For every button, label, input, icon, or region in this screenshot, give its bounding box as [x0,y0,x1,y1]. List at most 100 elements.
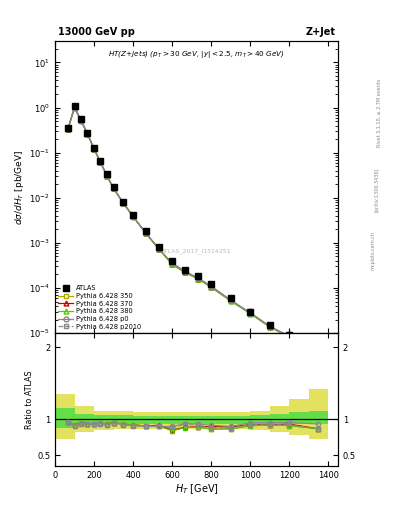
Pythia 6.428 p2010 [170,260,174,266]
Pythia 6.428 p0 [209,283,213,289]
Pythia 6.428 p0 [267,323,272,329]
Pythia 6.428 p0 [79,118,83,124]
Pythia 6.428 380 [111,185,116,191]
Pythia 6.428 350 [79,117,83,123]
Pythia 6.428 380 [79,117,83,123]
Line: Pythia 6.428 350: Pythia 6.428 350 [66,105,321,375]
Pythia 6.428 380 [170,261,174,267]
Pythia 6.428 p2010 [85,131,90,137]
Pythia 6.428 380 [316,370,321,376]
Text: HT(Z+jets) ($p_T > 30$ GeV, $|y| < 2.5$, $m_T > 40$ GeV): HT(Z+jets) ($p_T > 30$ GeV, $|y| < 2.5$,… [108,48,285,60]
Pythia 6.428 370 [72,104,77,111]
Pythia 6.428 p2010 [143,230,148,237]
Pythia 6.428 350 [72,104,77,111]
Pythia 6.428 380 [196,276,200,282]
Pythia 6.428 p2010 [157,246,162,252]
Y-axis label: $d\sigma/dH_T$ [pb/GeV]: $d\sigma/dH_T$ [pb/GeV] [13,150,26,225]
Pythia 6.428 380 [183,269,187,275]
Pythia 6.428 380 [131,214,136,220]
Pythia 6.428 p2010 [66,126,70,132]
Line: Pythia 6.428 370: Pythia 6.428 370 [66,105,321,375]
Pythia 6.428 p0 [228,297,233,303]
Pythia 6.428 370 [228,297,233,303]
Pythia 6.428 370 [66,126,70,132]
Pythia 6.428 380 [98,159,103,165]
Pythia 6.428 p0 [98,159,103,165]
Pythia 6.428 p0 [105,173,109,179]
Pythia 6.428 370 [111,185,116,191]
Pythia 6.428 380 [105,173,109,179]
Pythia 6.428 p0 [157,246,162,252]
Pythia 6.428 350 [157,246,162,252]
Pythia 6.428 350 [209,284,213,290]
Pythia 6.428 370 [157,246,162,252]
Line: Pythia 6.428 380: Pythia 6.428 380 [66,105,321,375]
Pythia 6.428 380 [157,246,162,252]
Pythia 6.428 370 [209,284,213,290]
Pythia 6.428 p0 [143,230,148,237]
Pythia 6.428 380 [85,131,90,137]
Pythia 6.428 380 [248,310,253,316]
Pythia 6.428 p2010 [131,214,136,220]
Pythia 6.428 380 [267,324,272,330]
Pythia 6.428 p0 [170,260,174,266]
Pythia 6.428 350 [105,173,109,179]
Pythia 6.428 350 [287,334,292,340]
Pythia 6.428 370 [143,230,148,237]
Pythia 6.428 380 [72,104,77,111]
Pythia 6.428 p2010 [92,146,96,152]
Pythia 6.428 370 [131,214,136,220]
Pythia 6.428 350 [267,324,272,330]
Text: Rivet 3.1.10, ≥ 2.7M events: Rivet 3.1.10, ≥ 2.7M events [377,78,382,147]
Text: 13000 GeV pp: 13000 GeV pp [58,27,135,36]
Pythia 6.428 p0 [85,131,90,137]
Pythia 6.428 370 [183,269,187,275]
Legend: ATLAS, Pythia 6.428 350, Pythia 6.428 370, Pythia 6.428 380, Pythia 6.428 p0, Py: ATLAS, Pythia 6.428 350, Pythia 6.428 37… [58,286,141,330]
Pythia 6.428 p2010 [267,324,272,330]
Y-axis label: Ratio to ATLAS: Ratio to ATLAS [25,370,34,429]
Pythia 6.428 p2010 [209,284,213,290]
Pythia 6.428 p2010 [228,297,233,304]
Pythia 6.428 p2010 [183,268,187,274]
Pythia 6.428 p2010 [72,104,77,111]
Pythia 6.428 370 [316,370,321,376]
Pythia 6.428 350 [121,200,126,206]
Pythia 6.428 350 [316,370,321,376]
Pythia 6.428 370 [248,310,253,316]
Pythia 6.428 p0 [121,200,126,206]
Pythia 6.428 350 [143,230,148,237]
Pythia 6.428 370 [121,200,126,206]
Pythia 6.428 350 [131,214,136,220]
Pythia 6.428 380 [287,334,292,340]
Pythia 6.428 380 [228,298,233,304]
Pythia 6.428 p2010 [79,118,83,124]
Text: Z+Jet: Z+Jet [305,27,335,36]
Line: Pythia 6.428 p2010: Pythia 6.428 p2010 [66,105,321,375]
Pythia 6.428 370 [267,324,272,330]
Pythia 6.428 350 [183,269,187,275]
Line: Pythia 6.428 p0: Pythia 6.428 p0 [66,105,321,374]
Pythia 6.428 370 [287,333,292,339]
Pythia 6.428 p0 [248,310,253,316]
Pythia 6.428 p2010 [98,159,103,165]
Pythia 6.428 370 [79,117,83,123]
Pythia 6.428 p2010 [316,370,321,376]
Pythia 6.428 380 [209,284,213,290]
Pythia 6.428 350 [98,159,103,165]
Pythia 6.428 p2010 [248,310,253,316]
Pythia 6.428 p0 [131,214,136,220]
X-axis label: $H_T$ [GeV]: $H_T$ [GeV] [174,482,219,496]
Pythia 6.428 p0 [111,185,116,191]
Pythia 6.428 p0 [287,333,292,339]
Pythia 6.428 380 [143,230,148,237]
Pythia 6.428 p0 [196,275,200,281]
Pythia 6.428 370 [98,159,103,165]
Pythia 6.428 350 [196,275,200,282]
Text: ATLAS_2017_I1514251: ATLAS_2017_I1514251 [161,248,232,254]
Pythia 6.428 350 [248,310,253,316]
Pythia 6.428 p0 [316,369,321,375]
Pythia 6.428 p0 [72,104,77,111]
Pythia 6.428 350 [111,185,116,191]
Pythia 6.428 350 [170,261,174,267]
Pythia 6.428 p0 [66,126,70,132]
